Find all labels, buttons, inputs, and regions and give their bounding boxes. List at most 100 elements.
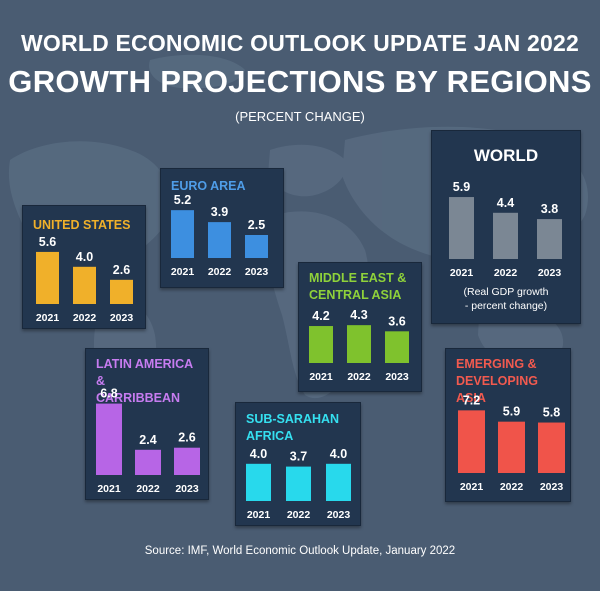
bar-2023	[538, 422, 565, 473]
bar-2023	[245, 235, 268, 258]
category-label-2022: 2022	[500, 481, 524, 493]
category-label-2022: 2022	[136, 483, 160, 495]
value-label-2022: 2.4	[139, 433, 156, 447]
panel-title-latin-america: LATIN AMERICA & CARRIBBEAN	[96, 356, 202, 407]
panel-sub-saharan-africa: SUB-SARAHAN AFRICA 4.0 2021 3.7 2022 4.0 2023	[235, 402, 361, 526]
category-label-2021: 2021	[36, 312, 60, 324]
subtitle: (PERCENT CHANGE)	[235, 109, 365, 124]
bar-2022	[208, 222, 231, 258]
category-label-2023: 2023	[245, 266, 269, 278]
category-label-2022: 2022	[287, 509, 311, 521]
title-line-2: GROWTH PROJECTIONS BY REGIONS	[8, 64, 592, 99]
bar-2023	[537, 219, 562, 259]
panel-title-united-states: UNITED STATES	[33, 218, 131, 232]
panel-title-line-1: SUB-SARAHAN	[246, 412, 340, 426]
panel-title-middle-east-central-asia: MIDDLE EAST & CENTRAL ASIA	[309, 270, 415, 304]
value-label-2021: 5.6	[39, 235, 56, 249]
category-label-2022: 2022	[494, 267, 518, 279]
bar-2023	[174, 447, 200, 475]
bar-chart-united-states: 5.6 2021 4.0 2022 2.6 2023	[36, 235, 134, 324]
category-label-2023: 2023	[327, 509, 351, 521]
bar-2023	[326, 463, 351, 501]
bar-2021	[36, 251, 59, 304]
value-label-2022: 3.9	[211, 205, 228, 219]
panel-united-states: UNITED STATES 5.6 2021 4.0 2022 2.6 2023	[22, 205, 146, 329]
panel-title-line-1: MIDDLE EAST &	[309, 271, 407, 285]
bar-2023	[110, 279, 133, 304]
category-label-2021: 2021	[460, 481, 484, 493]
panel-title-line-2: CARRIBBEAN	[96, 391, 181, 405]
bar-2021	[96, 403, 122, 475]
bar-2021	[171, 210, 194, 258]
value-label-2021: 4.0	[250, 447, 267, 461]
category-label-2023: 2023	[540, 481, 564, 493]
value-label-2023: 3.8	[541, 202, 558, 216]
bar-chart-emerging-developing-asia: 7.2 2021 5.9 2022 5.8 2023	[458, 393, 565, 493]
panel-middle-east-central-asia: MIDDLE EAST & CENTRAL ASIA 4.2 2021 4.3 202…	[298, 262, 422, 392]
bar-2021	[309, 326, 333, 363]
bar-2023	[385, 331, 409, 363]
value-label-2023: 5.8	[543, 406, 560, 420]
category-label-2023: 2023	[175, 483, 199, 495]
bar-2021	[458, 410, 485, 473]
panel-title-emerging-developing-asia: EMERGING & DEVELOPING ASIA	[456, 356, 564, 407]
value-label-2022: 4.3	[350, 308, 367, 322]
panel-title-sub-saharan-africa: SUB-SARAHAN AFRICA	[246, 411, 354, 445]
category-label-2022: 2022	[208, 266, 232, 278]
panel-euro-area: EURO AREA 5.2 2021 3.9 2022 2.5 2023	[160, 168, 284, 288]
panel-emerging-developing-asia: EMERGING & DEVELOPING ASIA 7.2 2021 5.9 202…	[445, 348, 571, 502]
panel-title-line-2: CENTRAL ASIA	[309, 288, 402, 302]
value-label-2023: 2.5	[248, 218, 265, 232]
category-label-2021: 2021	[450, 267, 474, 279]
panel-title-world: WORLD	[473, 146, 539, 165]
panel-title-euro-area: EURO AREA	[171, 179, 246, 193]
value-label-2023: 4.0	[330, 447, 347, 461]
panel-world: WORLD 5.9 2021 4.4 2022 3.8 2023 (Real GDP gr…	[431, 130, 581, 324]
value-label-2021: 6.8	[100, 387, 117, 401]
panel-latin-america: LATIN AMERICA & CARRIBBEAN 6.8 2021 2.4 202…	[85, 348, 209, 500]
bar-chart-latin-america: 6.8 2021 2.4 2022 2.6 2023	[96, 387, 200, 495]
world-note-line-1: (Real GDP growth	[463, 286, 549, 298]
value-label-2022: 4.4	[497, 196, 514, 210]
bar-2021	[449, 197, 474, 259]
category-label-2022: 2022	[73, 312, 97, 324]
value-label-2021: 5.9	[453, 180, 470, 194]
world-note: (Real GDP growth - percent change)	[432, 285, 580, 313]
value-label-2023: 2.6	[178, 431, 195, 445]
category-label-2023: 2023	[385, 371, 409, 383]
title-line-1: WORLD ECONOMIC OUTLOOK UPDATE JAN 2022	[21, 30, 579, 56]
bar-2022	[493, 212, 518, 259]
world-note-line-2: - percent change)	[464, 300, 548, 312]
category-label-2021: 2021	[247, 509, 271, 521]
bar-chart-world: 5.9 2021 4.4 2022 3.8 2023	[449, 180, 562, 279]
category-label-2023: 2023	[110, 312, 134, 324]
panel-title-line-2: DEVELOPING ASIA	[456, 374, 538, 405]
value-label-2023: 3.6	[388, 314, 405, 328]
value-label-2022: 3.7	[290, 450, 307, 464]
bar-chart-euro-area: 5.2 2021 3.9 2022 2.5 2023	[171, 193, 269, 278]
category-label-2023: 2023	[538, 267, 562, 279]
value-label-2021: 4.2	[312, 309, 329, 323]
bar-2022	[498, 421, 525, 473]
bar-2022	[347, 325, 371, 363]
category-label-2021: 2021	[171, 266, 195, 278]
category-label-2021: 2021	[309, 371, 333, 383]
category-label-2022: 2022	[347, 371, 371, 383]
bar-2021	[246, 463, 271, 501]
category-label-2021: 2021	[97, 483, 121, 495]
panel-title-line-2: AFRICA	[246, 429, 294, 443]
value-label-2022: 5.9	[503, 405, 520, 419]
bar-2022	[73, 266, 96, 304]
source-note: Source: IMF, World Economic Outlook Upda…	[144, 545, 456, 557]
bar-2022	[286, 466, 311, 501]
value-label-2021: 7.2	[463, 393, 480, 407]
bar-chart-middle-east-central-asia: 4.2 2021 4.3 2022 3.6 2023	[309, 308, 409, 383]
bar-2022	[135, 449, 161, 475]
value-label-2023: 2.6	[113, 263, 130, 277]
value-label-2021: 5.2	[174, 193, 191, 207]
value-label-2022: 4.0	[76, 250, 93, 264]
panel-title-line-1: LATIN AMERICA &	[96, 357, 193, 388]
bar-chart-sub-saharan-africa: 4.0 2021 3.7 2022 4.0 2023	[246, 447, 351, 521]
panel-title-line-1: EMERGING &	[456, 357, 537, 371]
